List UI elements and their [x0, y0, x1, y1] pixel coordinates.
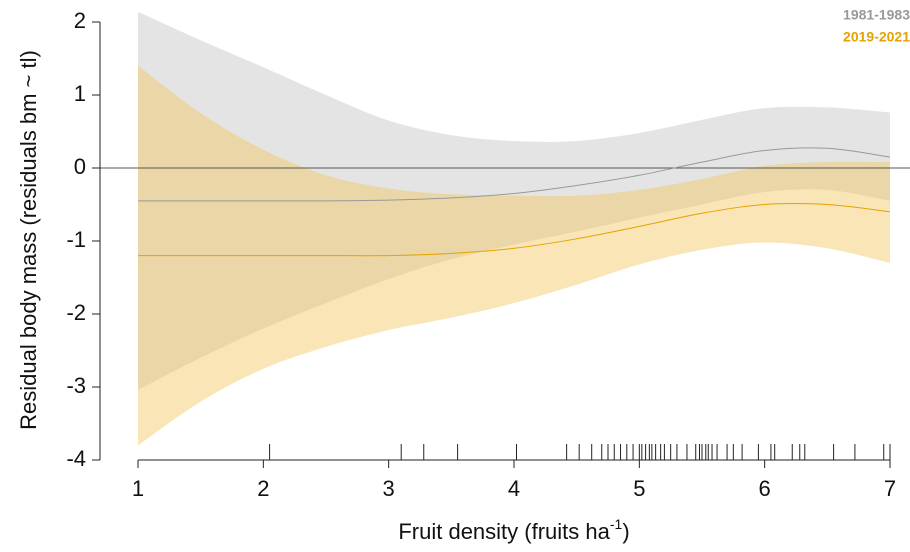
- y-tick-label: -2: [66, 300, 86, 325]
- x-label-sup: -1: [610, 516, 623, 532]
- y-tick-label: -4: [66, 446, 86, 471]
- x-tick-label: 5: [633, 476, 645, 501]
- x-tick-label: 3: [383, 476, 395, 501]
- fit-line: [138, 202, 891, 257]
- x-tick-label: 2: [257, 476, 269, 501]
- confidence-band: [138, 11, 890, 390]
- x-tick-label: 7: [884, 476, 896, 501]
- y-axis-label: Residual body mass (residuals bm ~ tl): [16, 50, 41, 430]
- y-tick-label: -3: [66, 373, 86, 398]
- fit-line: [138, 147, 891, 202]
- legend-label: 2019-2021: [843, 29, 910, 45]
- x-tick-label: 4: [508, 476, 520, 501]
- confidence-band: [138, 65, 890, 446]
- y-tick-label: 1: [74, 81, 86, 106]
- x-tick-label: 1: [132, 476, 144, 501]
- y-tick-label: -1: [66, 227, 86, 252]
- y-tick-label: 2: [74, 8, 86, 33]
- y-tick-label: 0: [74, 154, 86, 179]
- x-axis-label: Fruit density (fruits ha-1): [398, 516, 629, 544]
- legend-label: 1981-1983: [843, 7, 910, 23]
- x-label-text: Fruit density (fruits ha: [398, 519, 610, 544]
- x-label-end: ): [622, 519, 629, 544]
- x-tick-label: 6: [759, 476, 771, 501]
